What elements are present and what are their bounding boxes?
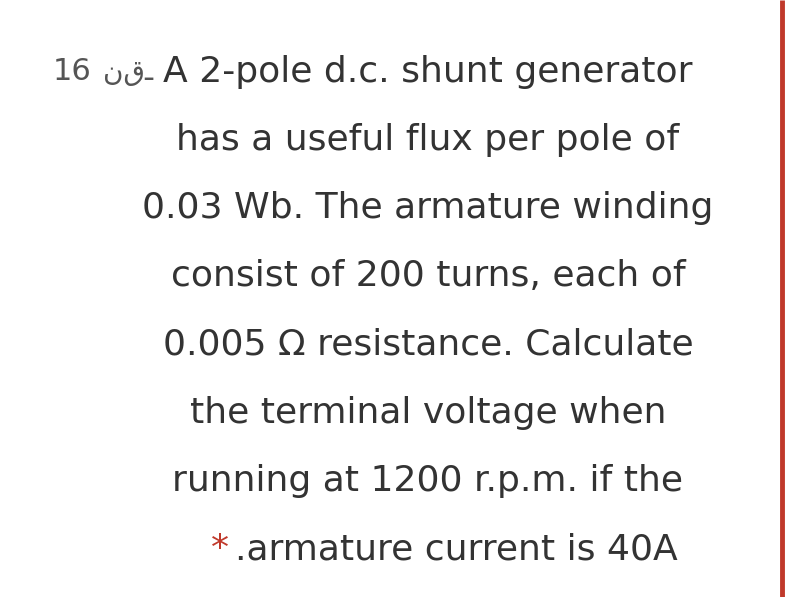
Text: 0.03 Wb. The armature winding: 0.03 Wb. The armature winding [142, 191, 714, 225]
Text: the terminal voltage when: the terminal voltage when [190, 396, 666, 430]
Text: A 2-pole d.c. shunt generator: A 2-pole d.c. shunt generator [163, 55, 693, 88]
Text: 16: 16 [53, 57, 91, 86]
Text: .armature current is 40A: .armature current is 40A [234, 533, 678, 566]
Text: 0.005 Ω resistance. Calculate: 0.005 Ω resistance. Calculate [162, 328, 694, 362]
Text: *: * [211, 533, 229, 566]
Text: نقـ: نقـ [103, 58, 153, 85]
Text: consist of 200 turns, each of: consist of 200 turns, each of [170, 259, 686, 293]
Text: running at 1200 r.p.m. if the: running at 1200 r.p.m. if the [173, 464, 683, 498]
Text: has a useful flux per pole of: has a useful flux per pole of [177, 123, 679, 157]
